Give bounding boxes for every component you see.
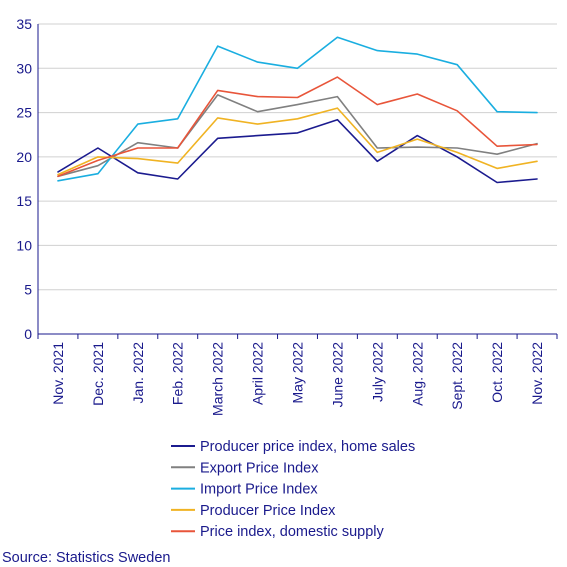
x-tick-label: March 2022 bbox=[210, 342, 226, 416]
series-line-3 bbox=[57, 36, 538, 182]
x-tick-labels: Nov. 2021 Dec. 2021 Jan. 2022 Feb. 2022 Marc… bbox=[50, 342, 545, 416]
x-tick-label: Nov. 2021 bbox=[50, 342, 66, 405]
x-tick-label: Dec. 2021 bbox=[90, 342, 106, 406]
y-tick-label: 30 bbox=[16, 60, 32, 76]
y-tick-label: 5 bbox=[24, 282, 32, 298]
y-tick-label: 35 bbox=[16, 16, 32, 32]
x-tick-label: Aug. 2022 bbox=[409, 342, 425, 406]
series-line-5 bbox=[57, 76, 538, 178]
y-tick-label: 10 bbox=[16, 237, 32, 253]
legend-label: Export Price Index bbox=[200, 460, 319, 476]
x-tick-label: July 2022 bbox=[369, 342, 385, 402]
x-tick-label: May 2022 bbox=[290, 342, 306, 404]
y-tick-labels: 0 5 10 15 20 25 30 35 bbox=[16, 16, 32, 342]
y-tick-label: 15 bbox=[16, 193, 32, 209]
legend-label: Import Price Index bbox=[200, 482, 318, 498]
legend-label: Price index, domestic supply bbox=[200, 524, 384, 540]
series-line-2 bbox=[57, 94, 538, 178]
y-tick-label: 0 bbox=[24, 326, 32, 342]
x-tick-label: June 2022 bbox=[329, 342, 345, 408]
x-tick-label: Jan. 2022 bbox=[130, 342, 146, 404]
x-tick-label: Nov. 2022 bbox=[529, 342, 545, 405]
legend: Producer price index, home sales Export P… bbox=[171, 439, 415, 540]
x-tick-label: Oct. 2022 bbox=[489, 342, 505, 403]
x-tick-label: Sept. 2022 bbox=[449, 342, 465, 410]
source-note: Source: Statistics Sweden bbox=[2, 550, 170, 566]
legend-label: Producer Price Index bbox=[200, 503, 336, 519]
x-tick-label: April 2022 bbox=[250, 342, 266, 405]
y-tick-label: 25 bbox=[16, 105, 32, 121]
axes bbox=[37, 24, 558, 339]
legend-label: Producer price index, home sales bbox=[200, 439, 415, 455]
series-line-1 bbox=[57, 118, 538, 184]
x-tick-label: Feb. 2022 bbox=[170, 342, 186, 405]
series-line-4 bbox=[57, 107, 538, 176]
gridlines bbox=[38, 23, 557, 291]
series-lines bbox=[57, 36, 538, 184]
y-tick-label: 20 bbox=[16, 149, 32, 165]
